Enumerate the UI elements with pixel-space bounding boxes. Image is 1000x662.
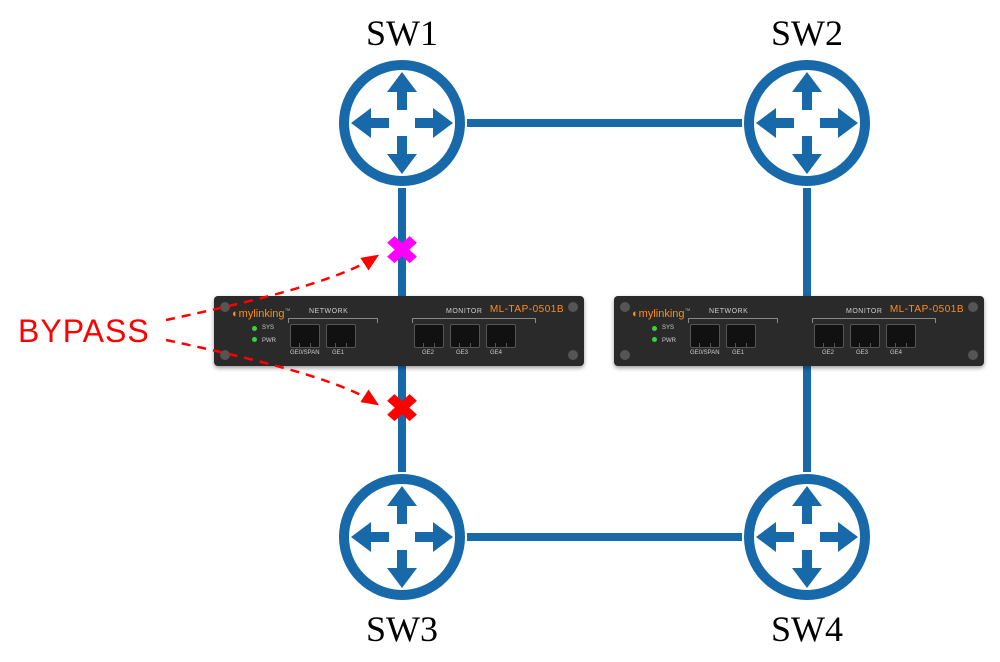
link-sw2-tap2 xyxy=(803,188,811,296)
router-sw4 xyxy=(742,472,872,602)
fault-mark-bottom: ✖ xyxy=(384,387,419,432)
link-sw3-sw4 xyxy=(467,533,742,541)
link-tap2-sw4 xyxy=(803,366,811,472)
monitor-ports xyxy=(814,324,916,348)
device-leds xyxy=(652,326,657,342)
tap-device-1: ◐mylinking™ ML-TAP-0501B SYS PWR NETWORK… xyxy=(214,296,584,366)
network-ports xyxy=(690,324,756,348)
router-sw3 xyxy=(337,472,467,602)
device-leds xyxy=(252,326,257,342)
bypass-label: BYPASS xyxy=(18,313,150,350)
sw1-label: SW1 xyxy=(337,12,467,54)
sw4-label: SW4 xyxy=(742,608,872,650)
sw3-label: SW3 xyxy=(337,608,467,650)
monitor-ports xyxy=(414,324,516,348)
link-sw1-sw2 xyxy=(467,119,742,127)
device-logo: ◐mylinking™ xyxy=(232,308,291,320)
router-sw1 xyxy=(337,58,467,188)
network-ports xyxy=(290,324,356,348)
sw2-label: SW2 xyxy=(742,12,872,54)
fault-mark-top: ✖ xyxy=(384,229,419,274)
device-model: ML-TAP-0501B xyxy=(890,304,964,315)
tap-device-2: ◐mylinking™ ML-TAP-0501B SYS PWR NETWORK… xyxy=(614,296,984,366)
device-model: ML-TAP-0501B xyxy=(490,304,564,315)
router-sw2 xyxy=(742,58,872,188)
device-logo: ◐mylinking™ xyxy=(632,308,691,320)
